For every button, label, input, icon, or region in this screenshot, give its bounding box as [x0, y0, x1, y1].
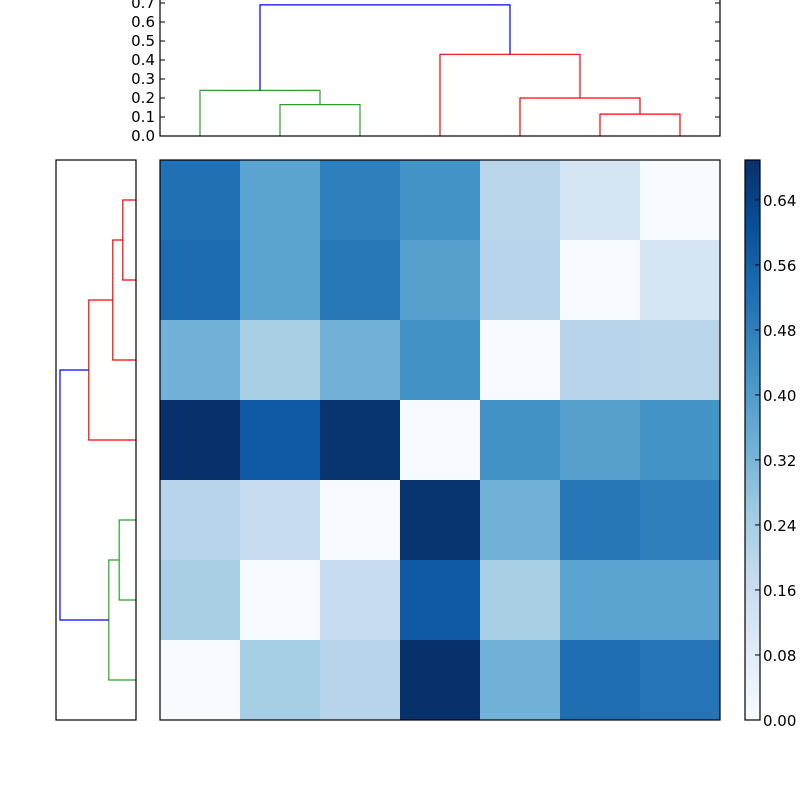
heatmap-cell: [560, 640, 640, 720]
heatmap-cell: [560, 560, 640, 640]
heatmap-cell: [400, 240, 480, 320]
y-tick-label: 0.4: [131, 51, 155, 69]
heatmap-cell: [640, 560, 720, 640]
top-dendrogram: [199, 4, 681, 136]
left-dendrogram: [59, 199, 136, 681]
colorbar-tick-label: 0.16: [763, 582, 796, 600]
heatmap-cell: [160, 320, 240, 400]
heatmap-cell: [640, 480, 720, 560]
y-tick-label: 0.0: [131, 127, 155, 145]
heatmap-cell: [480, 560, 560, 640]
colorbar-tick-label: 0.08: [763, 647, 796, 665]
colorbar-tick-label: 0.24: [763, 517, 796, 535]
heatmap-cell: [640, 640, 720, 720]
y-tick-label: 0.3: [131, 70, 155, 88]
colorbar-tick-label: 0.56: [763, 257, 796, 275]
dendrogram-link: [439, 53, 581, 136]
heatmap-cell: [240, 400, 320, 480]
heatmap-cell: [480, 240, 560, 320]
dendrogram-link: [112, 239, 136, 361]
heatmap-cell: [240, 240, 320, 320]
heatmap-cell: [320, 560, 400, 640]
top-dendrogram-y-axis: 0.00.10.20.30.40.50.60.7: [131, 0, 720, 145]
top-dendrogram-frame: [159, 0, 721, 137]
heatmap-cell: [400, 160, 480, 240]
heatmap-cell: [400, 560, 480, 640]
heatmap-cell: [560, 400, 640, 480]
heatmap-cell: [400, 320, 480, 400]
dendrogram-link: [122, 199, 136, 281]
heatmap-cell: [240, 560, 320, 640]
heatmap-cell: [480, 320, 560, 400]
heatmap-cell: [320, 240, 400, 320]
heatmap-cell: [640, 160, 720, 240]
colorbar-ticks: 0.00 0.08 0.16 0.24 0.32 0.40 0.48 0.56 0.64: [755, 192, 796, 730]
dendrogram-link: [199, 89, 321, 136]
left-dendrogram-frame: [55, 159, 137, 721]
colorbar-tick-label: 0.40: [763, 387, 796, 405]
y-tick-label: 0.2: [131, 89, 155, 107]
heatmap-cell: [160, 240, 240, 320]
y-tick-label: 0.5: [131, 32, 155, 50]
y-tick-label: 0.1: [131, 108, 155, 126]
heatmap-cell: [560, 480, 640, 560]
heatmap-cell: [560, 240, 640, 320]
heatmap-cell: [320, 480, 400, 560]
heatmap-cell: [480, 480, 560, 560]
colorbar-tick-label: 0.64: [763, 192, 796, 210]
colorbar-tick-label: 0.00: [763, 712, 796, 730]
heatmap-cell: [400, 480, 480, 560]
heatmap-frame: [159, 159, 721, 721]
y-tick-label: 0.7: [131, 0, 155, 12]
heatmap-cell: [480, 640, 560, 720]
heatmap-cell: [240, 640, 320, 720]
colorbar-tick-label: 0.48: [763, 322, 796, 340]
heatmap-cell: [160, 640, 240, 720]
heatmap-cell: [160, 480, 240, 560]
heatmap-cell: [480, 160, 560, 240]
y-tick-label: 0.6: [131, 13, 155, 31]
heatmap-cell: [480, 400, 560, 480]
heatmap-cell: [320, 160, 400, 240]
heatmap-cell: [320, 320, 400, 400]
heatmap-cell: [560, 320, 640, 400]
dendrogram-link: [108, 559, 136, 681]
heatmap-cell: [160, 160, 240, 240]
colorbar-tick-label: 0.32: [763, 452, 796, 470]
heatmap-cell: [560, 160, 640, 240]
heatmap-cell: [240, 320, 320, 400]
heatmap-cell: [640, 240, 720, 320]
colorbar: [744, 159, 761, 721]
heatmap-cell: [400, 400, 480, 480]
heatmap-grid: [160, 160, 720, 720]
heatmap-cell: [160, 400, 240, 480]
dendrogram-link: [279, 104, 361, 136]
heatmap-cell: [240, 480, 320, 560]
heatmap-cell: [240, 160, 320, 240]
dendrogram-link: [118, 519, 136, 601]
dendrogram-link: [259, 4, 511, 91]
heatmap-cell: [160, 560, 240, 640]
dendrogram-link: [599, 113, 681, 136]
dendrogram-link: [59, 369, 109, 621]
heatmap-cell: [640, 320, 720, 400]
dendrogram-link: [519, 97, 641, 136]
heatmap-cell: [400, 640, 480, 720]
heatmap-cell: [320, 640, 400, 720]
heatmap-cell: [640, 400, 720, 480]
heatmap-cell: [320, 400, 400, 480]
